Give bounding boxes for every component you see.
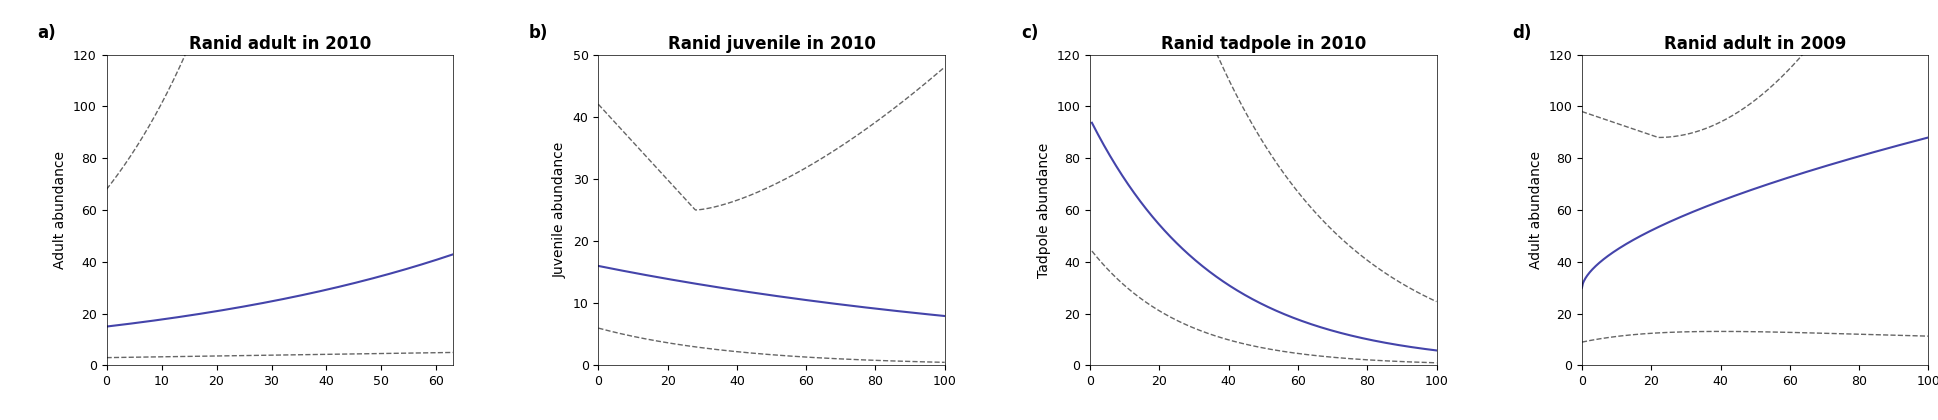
Text: d): d) <box>1514 24 1533 42</box>
Title: Ranid adult in 2010: Ranid adult in 2010 <box>188 35 370 53</box>
Title: Ranid tadpole in 2010: Ranid tadpole in 2010 <box>1161 35 1366 53</box>
Y-axis label: Tadpole abundance: Tadpole abundance <box>1037 142 1050 278</box>
Text: b): b) <box>529 24 548 42</box>
Text: a): a) <box>37 24 56 42</box>
Y-axis label: Adult abundance: Adult abundance <box>1529 151 1543 269</box>
Text: c): c) <box>1021 24 1039 42</box>
Y-axis label: Juvenile abundance: Juvenile abundance <box>552 142 568 278</box>
Title: Ranid adult in 2009: Ranid adult in 2009 <box>1665 35 1847 53</box>
Y-axis label: Adult abundance: Adult abundance <box>54 151 68 269</box>
Title: Ranid juvenile in 2010: Ranid juvenile in 2010 <box>667 35 876 53</box>
